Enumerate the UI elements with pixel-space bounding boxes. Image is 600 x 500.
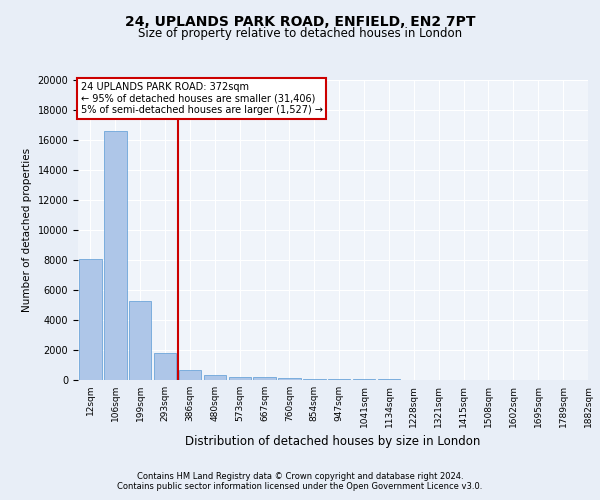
- Bar: [129, 300, 151, 380]
- Bar: [253, 378, 276, 380]
- Text: Size of property relative to detached houses in London: Size of property relative to detached ho…: [138, 28, 462, 40]
- Bar: [328, 379, 350, 380]
- Bar: [104, 131, 127, 380]
- Text: 24 UPLANDS PARK ROAD: 372sqm
← 95% of detached houses are smaller (31,406)
5% of: 24 UPLANDS PARK ROAD: 372sqm ← 95% of de…: [80, 82, 323, 114]
- Y-axis label: Number of detached properties: Number of detached properties: [22, 148, 32, 312]
- Bar: [179, 370, 201, 380]
- Text: Contains public sector information licensed under the Open Government Licence v3: Contains public sector information licen…: [118, 482, 482, 491]
- X-axis label: Distribution of detached houses by size in London: Distribution of detached houses by size …: [185, 436, 481, 448]
- Text: 24, UPLANDS PARK ROAD, ENFIELD, EN2 7PT: 24, UPLANDS PARK ROAD, ENFIELD, EN2 7PT: [125, 15, 475, 29]
- Bar: [303, 378, 326, 380]
- Text: Contains HM Land Registry data © Crown copyright and database right 2024.: Contains HM Land Registry data © Crown c…: [137, 472, 463, 481]
- Bar: [353, 379, 375, 380]
- Bar: [154, 353, 176, 380]
- Bar: [278, 378, 301, 380]
- Bar: [229, 377, 251, 380]
- Bar: [378, 379, 400, 380]
- Bar: [79, 258, 101, 380]
- Bar: [203, 375, 226, 380]
